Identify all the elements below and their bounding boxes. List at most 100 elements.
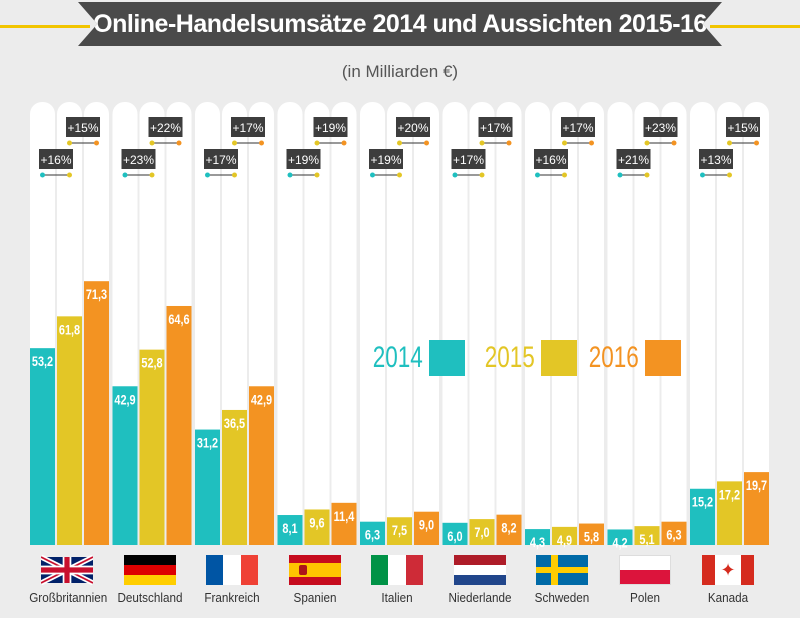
growth-badge-label: +23%: [645, 121, 676, 135]
growth-badge-bg: [534, 149, 568, 169]
growth-dot: [314, 172, 320, 178]
data-label-2016: 6,3: [666, 527, 681, 543]
country-label: Italien: [381, 590, 413, 605]
country-netherlands: Niederlande: [438, 555, 522, 605]
data-label-2016: 19,7: [746, 478, 767, 494]
country-canada: ✦ Kanada: [686, 555, 770, 605]
country-label: Niederlande: [448, 590, 512, 605]
bar-2014: [112, 386, 138, 545]
bar-background-column: [277, 102, 303, 545]
data-label-2015: 36,5: [224, 416, 245, 432]
flag-canada-icon: ✦: [702, 555, 754, 585]
growth-badge-bg: [451, 149, 486, 169]
data-label-2016: 5,8: [584, 529, 599, 545]
growth-dot: [644, 172, 650, 178]
growth-dot: [40, 172, 45, 178]
bar-2015: [469, 519, 495, 545]
growth-badge-label: +17%: [453, 153, 484, 167]
growth-badge-label: +13%: [700, 153, 731, 167]
bar-background-column: [331, 102, 357, 545]
bar-2014: [607, 529, 633, 545]
data-label-2014: 6,3: [365, 527, 380, 543]
flag-france-icon: [206, 555, 258, 585]
growth-badge-label: +17%: [480, 121, 511, 135]
growth-dot: [397, 140, 402, 146]
growth-dot: [644, 140, 650, 146]
data-label-2016: 64,6: [168, 312, 189, 328]
growth-dot: [149, 140, 155, 146]
chart-title: Online-Handelsumsätze 2014 und Aussichte…: [78, 2, 722, 46]
growth-dot: [67, 140, 72, 146]
title-rule-right: [710, 25, 800, 28]
legend-swatch-2015: [540, 340, 577, 376]
data-label-2014: 42,9: [114, 392, 135, 408]
growth-badge-bg: [369, 149, 403, 169]
growth-dot: [149, 172, 155, 178]
growth-badge-bg: [561, 117, 595, 137]
legend-label-2015: 2015: [484, 341, 535, 374]
legend-swatch-2016: [644, 340, 681, 376]
growth-badge-bg: [726, 117, 760, 137]
country-label: Kanada: [707, 590, 749, 605]
bar-2015: [222, 409, 247, 545]
bar-background-column: [304, 102, 330, 545]
data-label-2015: 52,8: [141, 355, 162, 371]
country-poland: Polen: [603, 555, 687, 605]
bar-2016: [579, 523, 604, 545]
bar-2015: [634, 526, 660, 545]
growth-dot: [259, 140, 264, 146]
data-label-2014: 31,2: [197, 435, 218, 451]
data-label-2016: 42,9: [251, 392, 272, 408]
growth-badge-label: +15%: [727, 121, 758, 135]
bar-2014: [195, 429, 220, 545]
country-france: Frankreich: [190, 555, 274, 605]
flag-uk-icon: [41, 555, 93, 585]
bar-background-column: [634, 102, 660, 545]
bar-2016: [331, 502, 357, 545]
bar-2016: [661, 521, 687, 545]
growth-badge-bg: [148, 117, 183, 137]
bar-2016: [744, 472, 769, 545]
growth-dot: [287, 172, 293, 178]
growth-badge-label: +17%: [562, 121, 593, 135]
growth-dot: [727, 140, 732, 146]
country-uk: Großbritannien: [25, 555, 109, 605]
growth-dot: [341, 140, 347, 146]
flag-poland-icon: [619, 555, 671, 585]
data-label-2015: 9,6: [309, 515, 324, 531]
data-label-2014: 6,0: [447, 529, 462, 545]
bar-background-column: [744, 102, 769, 545]
growth-badge-bg: [66, 117, 100, 137]
bar-2016: [249, 386, 274, 545]
growth-badge-label: +19%: [370, 153, 401, 167]
growth-dot: [479, 172, 485, 178]
growth-badge-bg: [699, 149, 733, 169]
growth-dot: [205, 172, 210, 178]
bar-background-column: [690, 102, 715, 545]
bar-2014: [442, 522, 468, 545]
data-label-2015: 7,0: [474, 525, 489, 541]
growth-dot: [700, 172, 705, 178]
growth-badge-bg: [204, 149, 238, 169]
country-spain: Spanien: [273, 555, 357, 605]
country-italy: Italien: [355, 555, 439, 605]
growth-badge-label: +22%: [150, 121, 181, 135]
flag-netherlands-icon: [454, 555, 506, 585]
title-area: Online-Handelsumsätze 2014 und Aussichte…: [0, 0, 800, 52]
growth-badge-bg: [616, 149, 651, 169]
country-germany: Deutschland: [108, 555, 192, 605]
growth-badge-bg: [121, 149, 156, 169]
growth-badge-label: +15%: [67, 121, 98, 135]
country-label: Deutschland: [117, 590, 183, 605]
country-label: Frankreich: [204, 590, 260, 605]
growth-badge-label: +20%: [397, 121, 428, 135]
growth-dot: [562, 140, 567, 146]
growth-badge-label: +16%: [40, 153, 71, 167]
growth-dot: [562, 172, 567, 178]
bar-background-column: [661, 102, 687, 545]
growth-badge-bg: [313, 117, 348, 137]
flag-italy-icon: [371, 555, 423, 585]
growth-dot: [370, 172, 375, 178]
bar-background-column: [717, 102, 742, 545]
